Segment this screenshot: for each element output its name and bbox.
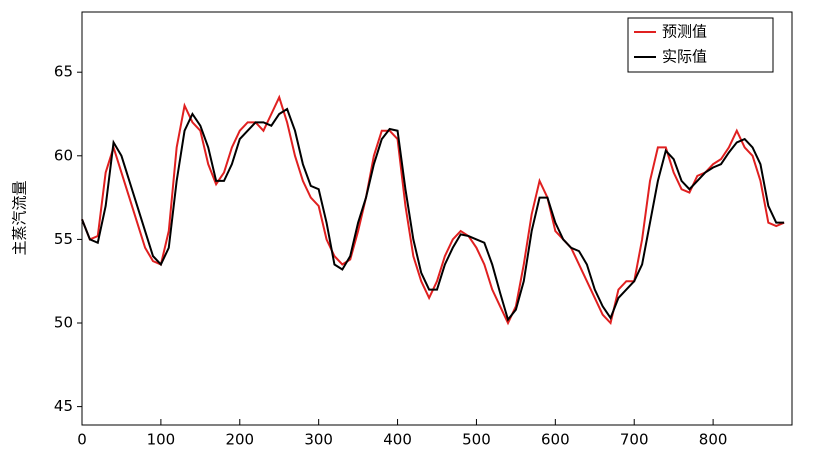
y-tick-label: 50: [54, 314, 73, 332]
legend-box: [627, 17, 774, 73]
x-tick-label: 800: [699, 431, 728, 449]
series-line: [81, 107, 785, 322]
x-tick-label: 200: [225, 431, 254, 449]
x-tick-label: 100: [147, 431, 176, 449]
legend-label: 实际值: [662, 48, 707, 66]
x-tick-label: 400: [383, 431, 412, 449]
x-tick-label: 0: [77, 431, 87, 449]
y-tick-label: 60: [54, 146, 73, 164]
legend-label: 预测值: [662, 23, 707, 41]
x-tick-label: 300: [304, 431, 333, 449]
x-tick-label: 700: [620, 431, 649, 449]
plot-frame: [81, 11, 793, 426]
y-axis-label: 主蒸汽流量: [11, 180, 29, 255]
y-tick-label: 55: [54, 230, 73, 248]
y-tick-label: 65: [54, 63, 73, 81]
y-tick-label: 45: [54, 397, 73, 415]
x-tick-label: 500: [462, 431, 491, 449]
x-tick-label: 600: [541, 431, 570, 449]
